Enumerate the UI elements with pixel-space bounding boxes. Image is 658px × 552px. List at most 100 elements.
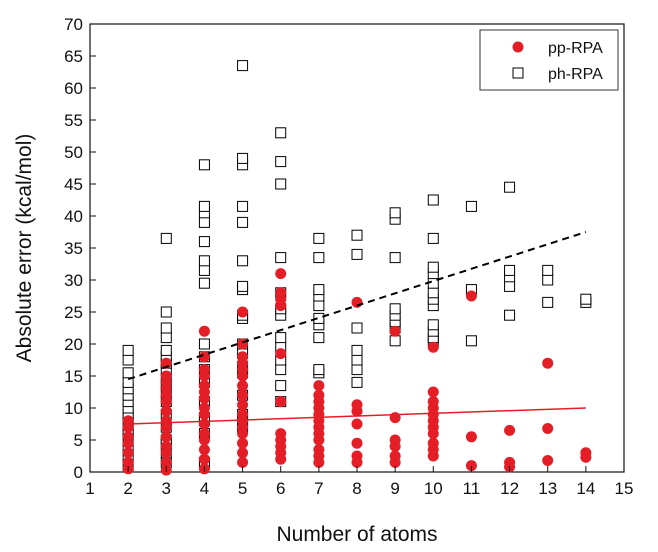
pp-rpa-point (160, 456, 172, 468)
pp-rpa-point (198, 364, 210, 376)
pp-rpa-point (275, 348, 287, 360)
ph-rpa-point (198, 255, 210, 267)
y-tick-label: 20 (64, 335, 83, 354)
legend-ph-rpa-marker (512, 67, 524, 79)
y-tick-label: 10 (64, 399, 83, 418)
y-tick-label: 35 (64, 239, 83, 258)
x-tick-label: 1 (85, 479, 94, 498)
ph-rpa-point (198, 264, 210, 276)
ph-rpa-point (275, 252, 287, 264)
pp-rpa-point (351, 399, 363, 411)
pp-rpa-point (122, 415, 134, 427)
pp-rpa-point (465, 460, 477, 472)
x-tick-label: 5 (238, 479, 247, 498)
ph-rpa-point (237, 152, 249, 164)
x-axis-title: Number of atoms (276, 523, 437, 546)
pp-rpa-point (389, 450, 401, 462)
pp-rpa-point (313, 389, 325, 401)
y-tick-label: 0 (74, 463, 83, 482)
ph-rpa-point (237, 60, 249, 72)
legend-pp-rpa-marker (512, 41, 524, 53)
pp-rpa-point (237, 380, 249, 392)
pp-rpa-point (237, 408, 249, 420)
legend-ph-rpa-label: ph-RPA (548, 66, 603, 83)
pp-rpa-point (542, 454, 554, 466)
ph-rpa-point (198, 200, 210, 212)
ph-rpa-point (465, 200, 477, 212)
ph-rpa-point (351, 344, 363, 356)
ph-rpa-point (389, 252, 401, 264)
legend-box (479, 29, 619, 91)
ph-rpa-point (465, 335, 477, 347)
ph-rpa-point (237, 280, 249, 292)
pp-rpa-point (427, 386, 439, 398)
pp-rpa-point (504, 456, 516, 468)
ph-rpa-point (351, 322, 363, 334)
pp-rpa-point (198, 402, 210, 414)
pp-rpa-point (275, 428, 287, 440)
y-tick-label: 65 (64, 47, 83, 66)
ph-rpa-point (198, 216, 210, 228)
pp-rpa-point (198, 418, 210, 430)
x-tick-label: 11 (463, 479, 481, 498)
ph-rpa-point (275, 178, 287, 190)
pp-rpa-point (198, 428, 210, 440)
y-tick-label: 70 (64, 15, 83, 34)
pp-rpa-point (160, 405, 172, 417)
ph-rpa-point (122, 354, 134, 366)
pp-rpa-point (427, 437, 439, 449)
ph-rpa-point (504, 264, 516, 276)
pp-rpa-point (237, 351, 249, 363)
ph-rpa-point (275, 380, 287, 392)
x-tick-label: 14 (576, 479, 595, 498)
ph-rpa-point (275, 332, 287, 344)
x-tick-label: 7 (314, 479, 323, 498)
pp-rpa-point (427, 396, 439, 408)
x-tick-label: 2 (123, 479, 132, 498)
pp-rpa-point (351, 437, 363, 449)
ph-rpa-point (351, 248, 363, 260)
ph-rpa-point (542, 274, 554, 286)
pp-rpa-point (351, 418, 363, 430)
ph-rpa-point (427, 194, 439, 206)
pp-rpa-point (160, 440, 172, 452)
ph-rpa-point (122, 367, 134, 379)
pp-rpa-point (389, 325, 401, 337)
ph-rpa-point (275, 364, 287, 376)
pp-rpa-point (275, 268, 287, 280)
pp-rpa-point (122, 431, 134, 443)
ph-rpa-point (389, 303, 401, 315)
ph-rpa-point (542, 264, 554, 276)
y-tick-label: 60 (64, 79, 83, 98)
ph-rpa-point (275, 156, 287, 168)
ph-rpa-point (275, 127, 287, 139)
ph-rpa-point (160, 322, 172, 334)
ph-rpa-point (237, 255, 249, 267)
pp-rpa-point (198, 380, 210, 392)
ph-rpa-point (198, 277, 210, 289)
x-tick-label: 4 (200, 479, 209, 498)
ph-rpa-point (389, 207, 401, 219)
y-axis-title: Absolute error (kcal/mol) (13, 134, 36, 363)
pp-rpa-point (580, 447, 592, 459)
x-tick-label: 6 (276, 479, 285, 498)
legend: pp-RPA ph-RPA (479, 29, 619, 91)
ph-rpa-point (351, 364, 363, 376)
y-tick-label: 55 (64, 111, 83, 130)
pp-rpa-point (389, 434, 401, 446)
pp-rpa-point (237, 437, 249, 449)
pp-rpa-point (198, 351, 210, 363)
ph-rpa-point (160, 232, 172, 244)
y-tick-label: 40 (64, 207, 83, 226)
ph-rpa-point (427, 319, 439, 331)
y-tick-label: 30 (64, 271, 83, 290)
pp-rpa-point (237, 306, 249, 318)
pp-rpa-point (237, 456, 249, 468)
pp-rpa-point (275, 287, 287, 299)
pp-rpa-point (198, 325, 210, 337)
ph-rpa-point (313, 312, 325, 324)
pp-rpa-point (237, 399, 249, 411)
plot-area (89, 23, 625, 473)
ph-rpa-point (160, 306, 172, 318)
